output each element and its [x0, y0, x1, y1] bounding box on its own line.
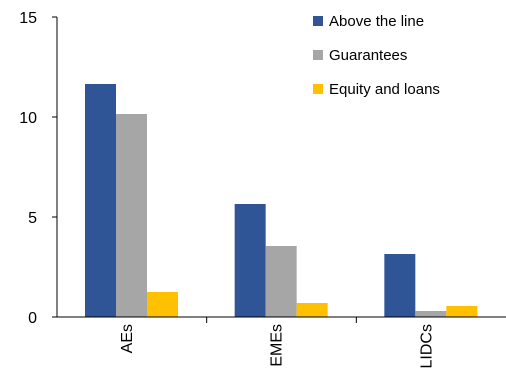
bar-lidcs-series-1: [415, 311, 447, 317]
category-labels: AEs EMEs LIDCs: [119, 324, 435, 368]
category-label-lidcs: LIDCs: [418, 324, 435, 368]
category-label-aes: AEs: [119, 324, 136, 353]
bar-emes-series-2: [296, 303, 328, 317]
legend-label-0: Above the line: [329, 13, 424, 30]
y-tick-label-3: 15: [19, 10, 37, 27]
bar-emes-series-1: [265, 246, 297, 317]
legend-label-1: Guarantees: [329, 47, 407, 64]
x-axis: [57, 316, 506, 323]
bar-lidcs-series-0: [384, 254, 416, 317]
legend-swatch-1: [313, 50, 323, 60]
bar-lidcs-series-2: [446, 306, 478, 317]
y-tick-label-0: 0: [28, 310, 37, 327]
bar-aes-series-2: [147, 292, 178, 317]
legend-swatch-0: [313, 16, 323, 26]
bars: [85, 84, 478, 317]
bar-aes-series-1: [116, 114, 147, 317]
category-label-emes: EMEs: [269, 324, 286, 367]
bar-emes-series-0: [234, 204, 266, 317]
legend-swatch-2: [313, 84, 323, 94]
bar-aes-series-0: [85, 84, 116, 317]
y-tick-label-1: 5: [28, 210, 37, 227]
y-axis-ticks: 0 5 10 15: [19, 10, 57, 327]
legend-label-2: Equity and loans: [329, 81, 440, 98]
legend: Above the line Guarantees Equity and loans: [313, 13, 440, 98]
y-tick-label-2: 10: [19, 110, 37, 127]
